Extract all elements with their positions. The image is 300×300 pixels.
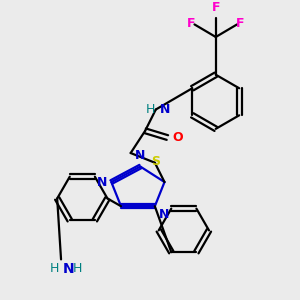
Text: N: N [63, 262, 75, 276]
Text: H: H [50, 262, 59, 275]
Text: H: H [73, 262, 82, 275]
Text: N: N [135, 149, 146, 162]
Text: H: H [146, 103, 155, 116]
Text: N: N [97, 176, 107, 188]
Text: F: F [187, 17, 196, 30]
Text: O: O [172, 131, 183, 144]
Text: S: S [151, 155, 160, 168]
Text: F: F [236, 17, 244, 30]
Text: F: F [212, 1, 220, 14]
Text: N: N [160, 103, 170, 116]
Text: N: N [159, 208, 169, 221]
